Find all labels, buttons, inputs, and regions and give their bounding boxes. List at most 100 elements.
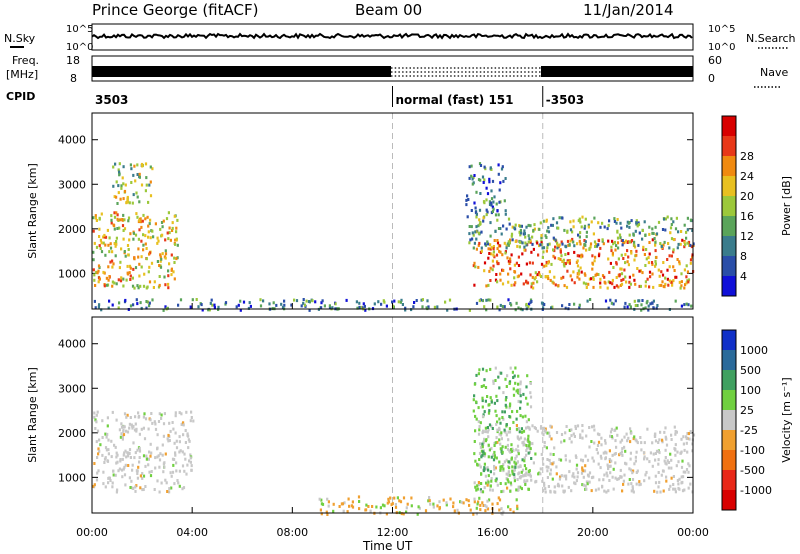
echo-cell: [624, 239, 627, 243]
echo-cell: [477, 243, 480, 247]
echo-cell: [474, 265, 477, 269]
echo-cell: [639, 482, 642, 486]
echo-cell: [588, 426, 591, 429]
x-tick-label: 00:00: [76, 526, 108, 539]
echo-cell: [623, 445, 626, 449]
echo-cell: [629, 457, 632, 461]
echo-cell: [545, 465, 548, 469]
echo-cell: [125, 278, 128, 282]
echo-cell: [153, 488, 156, 491]
echo-cell: [163, 275, 166, 279]
echo-cell: [459, 500, 462, 504]
echo-cell: [321, 502, 325, 506]
echo-cell: [120, 276, 123, 280]
echo-cell: [487, 403, 490, 407]
echo-cell: [523, 248, 526, 252]
echo-cell: [581, 424, 584, 427]
echo-cell: [514, 240, 517, 243]
echo-cell: [351, 500, 354, 504]
echo-cell: [606, 286, 609, 290]
freq-panel: Freq. [MHz] 18 8 60 0 Nave: [6, 54, 788, 88]
echo-cell: [475, 400, 478, 404]
echo-cell: [432, 505, 435, 509]
echo-cell: [603, 275, 606, 279]
echo-cell: [580, 255, 583, 259]
echo-cell: [599, 225, 602, 229]
echo-cell: [153, 280, 156, 284]
echo-cell: [634, 229, 637, 233]
echo-cell: [115, 455, 118, 459]
echo-cell: [109, 242, 112, 246]
echo-cell: [622, 241, 625, 245]
echo-cell: [492, 458, 496, 462]
echo-cell: [646, 427, 649, 431]
echo-cell: [477, 483, 481, 487]
echo-cell: [427, 499, 430, 503]
echo-cell: [526, 446, 529, 450]
echo-cell: [670, 476, 673, 480]
echo-cell: [151, 298, 154, 302]
echo-cell: [641, 271, 644, 275]
echo-cell: [680, 280, 683, 284]
echo-cell: [552, 254, 555, 258]
echo-cell: [518, 475, 521, 479]
echo-cell: [590, 277, 593, 281]
echo-cell: [545, 219, 548, 223]
echo-cell: [523, 437, 526, 441]
echo-cell: [507, 438, 510, 442]
echo-cell: [647, 304, 650, 308]
echo-cell: [116, 202, 119, 205]
echo-cell: [487, 435, 490, 439]
echo-cell: [175, 446, 179, 450]
echo-cell: [557, 284, 560, 288]
echo-cell: [318, 497, 321, 501]
echo-cell: [633, 435, 636, 439]
echo-cell: [485, 505, 488, 509]
echo-cell: [147, 270, 150, 274]
echo-cell: [468, 165, 471, 169]
echo-cell: [108, 250, 111, 254]
echo-cell: [492, 379, 495, 383]
echo-cell: [502, 469, 505, 473]
echo-cell: [565, 477, 568, 481]
echo-cell: [473, 201, 476, 205]
echo-cell: [519, 382, 522, 386]
echo-cell: [677, 242, 680, 246]
echo-cell: [664, 426, 667, 430]
echo-cell: [94, 418, 97, 422]
echo-cell: [486, 192, 490, 196]
echo-cell: [420, 298, 423, 302]
echo-cell: [170, 474, 173, 478]
echo-cell: [606, 227, 609, 231]
echo-cell: [211, 303, 214, 307]
echo-cell: [517, 450, 520, 454]
echo-cell: [107, 476, 110, 480]
echo-cell: [487, 428, 490, 432]
echo-cell: [692, 242, 695, 246]
echo-cell: [487, 480, 490, 484]
echo-cell: [674, 227, 678, 231]
echo-cell: [480, 385, 483, 388]
echo-cell: [663, 459, 666, 463]
echo-cell: [609, 434, 612, 438]
echo-cell: [493, 464, 496, 468]
echo-cell: [635, 439, 638, 443]
echo-cell: [534, 452, 537, 456]
echo-cell: [628, 467, 631, 471]
echo-cell: [508, 262, 511, 265]
echo-cell: [140, 255, 143, 259]
echo-cell: [526, 402, 529, 406]
echo-cell: [504, 209, 507, 213]
echo-cell: [474, 206, 477, 210]
echo-cell: [132, 425, 135, 428]
echo-cell: [649, 451, 652, 455]
echo-cell: [113, 215, 117, 219]
echo-cell: [483, 178, 486, 182]
echo-cell: [189, 456, 192, 460]
echo-cell: [626, 305, 629, 309]
echo-cell: [511, 238, 514, 242]
echo-cell: [428, 499, 431, 503]
echo-cell: [545, 249, 548, 253]
echo-cell: [670, 466, 673, 470]
echo-cell: [625, 280, 628, 284]
